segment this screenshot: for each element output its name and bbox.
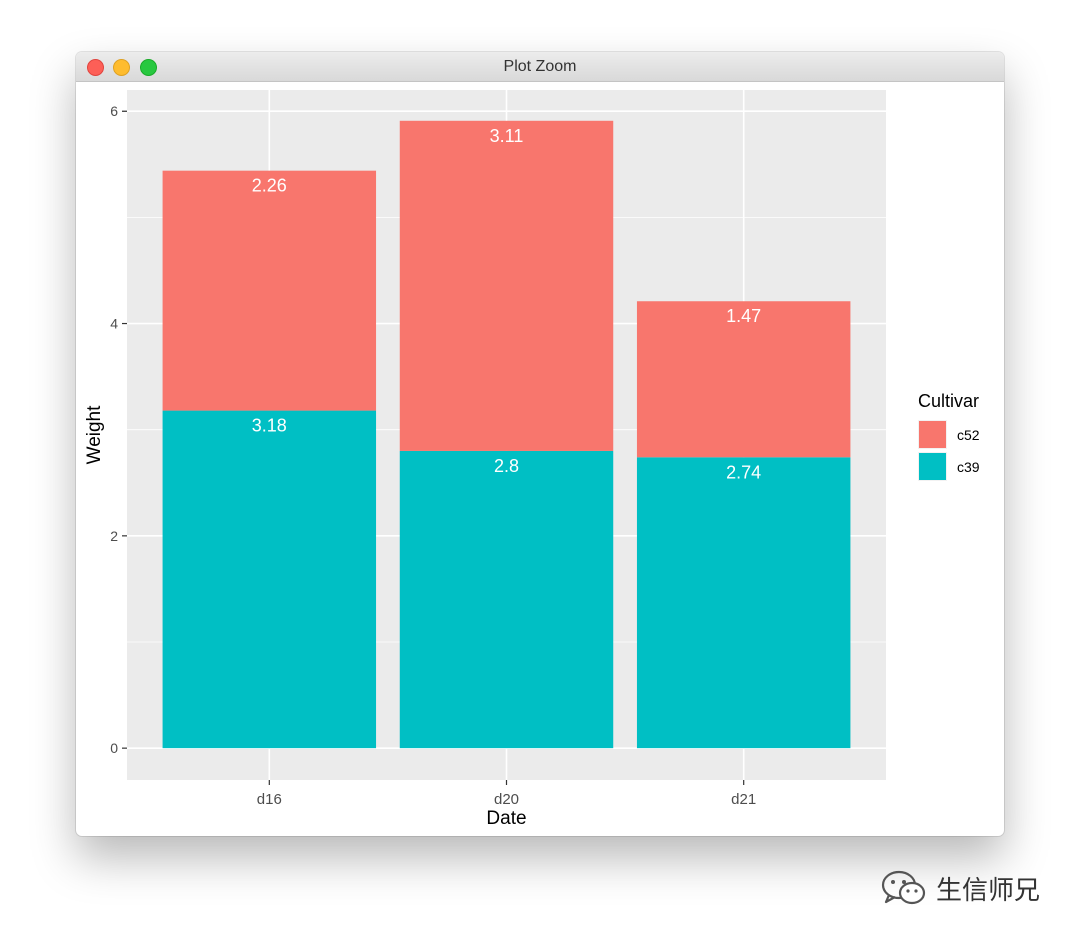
legend-swatch-c52 bbox=[919, 421, 946, 448]
zoom-window-button[interactable] bbox=[140, 59, 157, 76]
data-label: 1.47 bbox=[726, 306, 761, 326]
data-label: 3.18 bbox=[252, 416, 287, 436]
legend-title: Cultivar bbox=[918, 391, 979, 411]
wechat-watermark: 生信师兄 bbox=[880, 866, 1040, 910]
minimize-window-button[interactable] bbox=[113, 59, 130, 76]
title-bar[interactable]: Plot Zoom bbox=[76, 52, 1004, 82]
data-label: 3.11 bbox=[490, 126, 524, 146]
y-tick-label: 2 bbox=[110, 528, 118, 544]
x-tick-label: d20 bbox=[494, 791, 519, 808]
bar-c39-d21 bbox=[636, 457, 851, 749]
wechat-icon bbox=[881, 870, 926, 905]
y-axis-title: Weight bbox=[84, 405, 105, 465]
window-title: Plot Zoom bbox=[503, 58, 577, 75]
bar-c52-d16 bbox=[162, 170, 377, 411]
bar-c39-d20 bbox=[399, 450, 614, 749]
data-label: 2.8 bbox=[494, 456, 519, 476]
legend-label-c52: c52 bbox=[957, 427, 980, 443]
legend-swatch-c39 bbox=[919, 453, 946, 480]
stacked-bar-chart: 3.18 2.8 2.74 2.26 3.11 1.47 0 2 4 6 d16 d20 d21 Date… bbox=[84, 90, 980, 829]
close-window-button[interactable] bbox=[87, 59, 104, 76]
y-tick-label: 6 bbox=[110, 103, 118, 119]
y-tick-label: 0 bbox=[110, 740, 118, 756]
y-tick-label: 4 bbox=[110, 316, 118, 332]
bar-c52-d20 bbox=[399, 120, 614, 451]
data-label: 2.74 bbox=[726, 462, 761, 482]
x-axis-title: Date bbox=[486, 808, 526, 829]
bar-c52-d21 bbox=[636, 301, 851, 458]
x-tick-label: d16 bbox=[257, 791, 282, 808]
watermark-text: 生信师兄 bbox=[936, 875, 1041, 906]
legend-label-c39: c39 bbox=[957, 459, 980, 475]
data-label: 2.26 bbox=[252, 176, 287, 196]
bar-c39-d16 bbox=[162, 410, 377, 749]
x-tick-label: d21 bbox=[731, 791, 756, 808]
plot-zoom-window: Plot Zoom 3.18 2.8 2.74 2.26 3.11 1.47 0 2 4 6 d16… bbox=[76, 52, 1004, 836]
